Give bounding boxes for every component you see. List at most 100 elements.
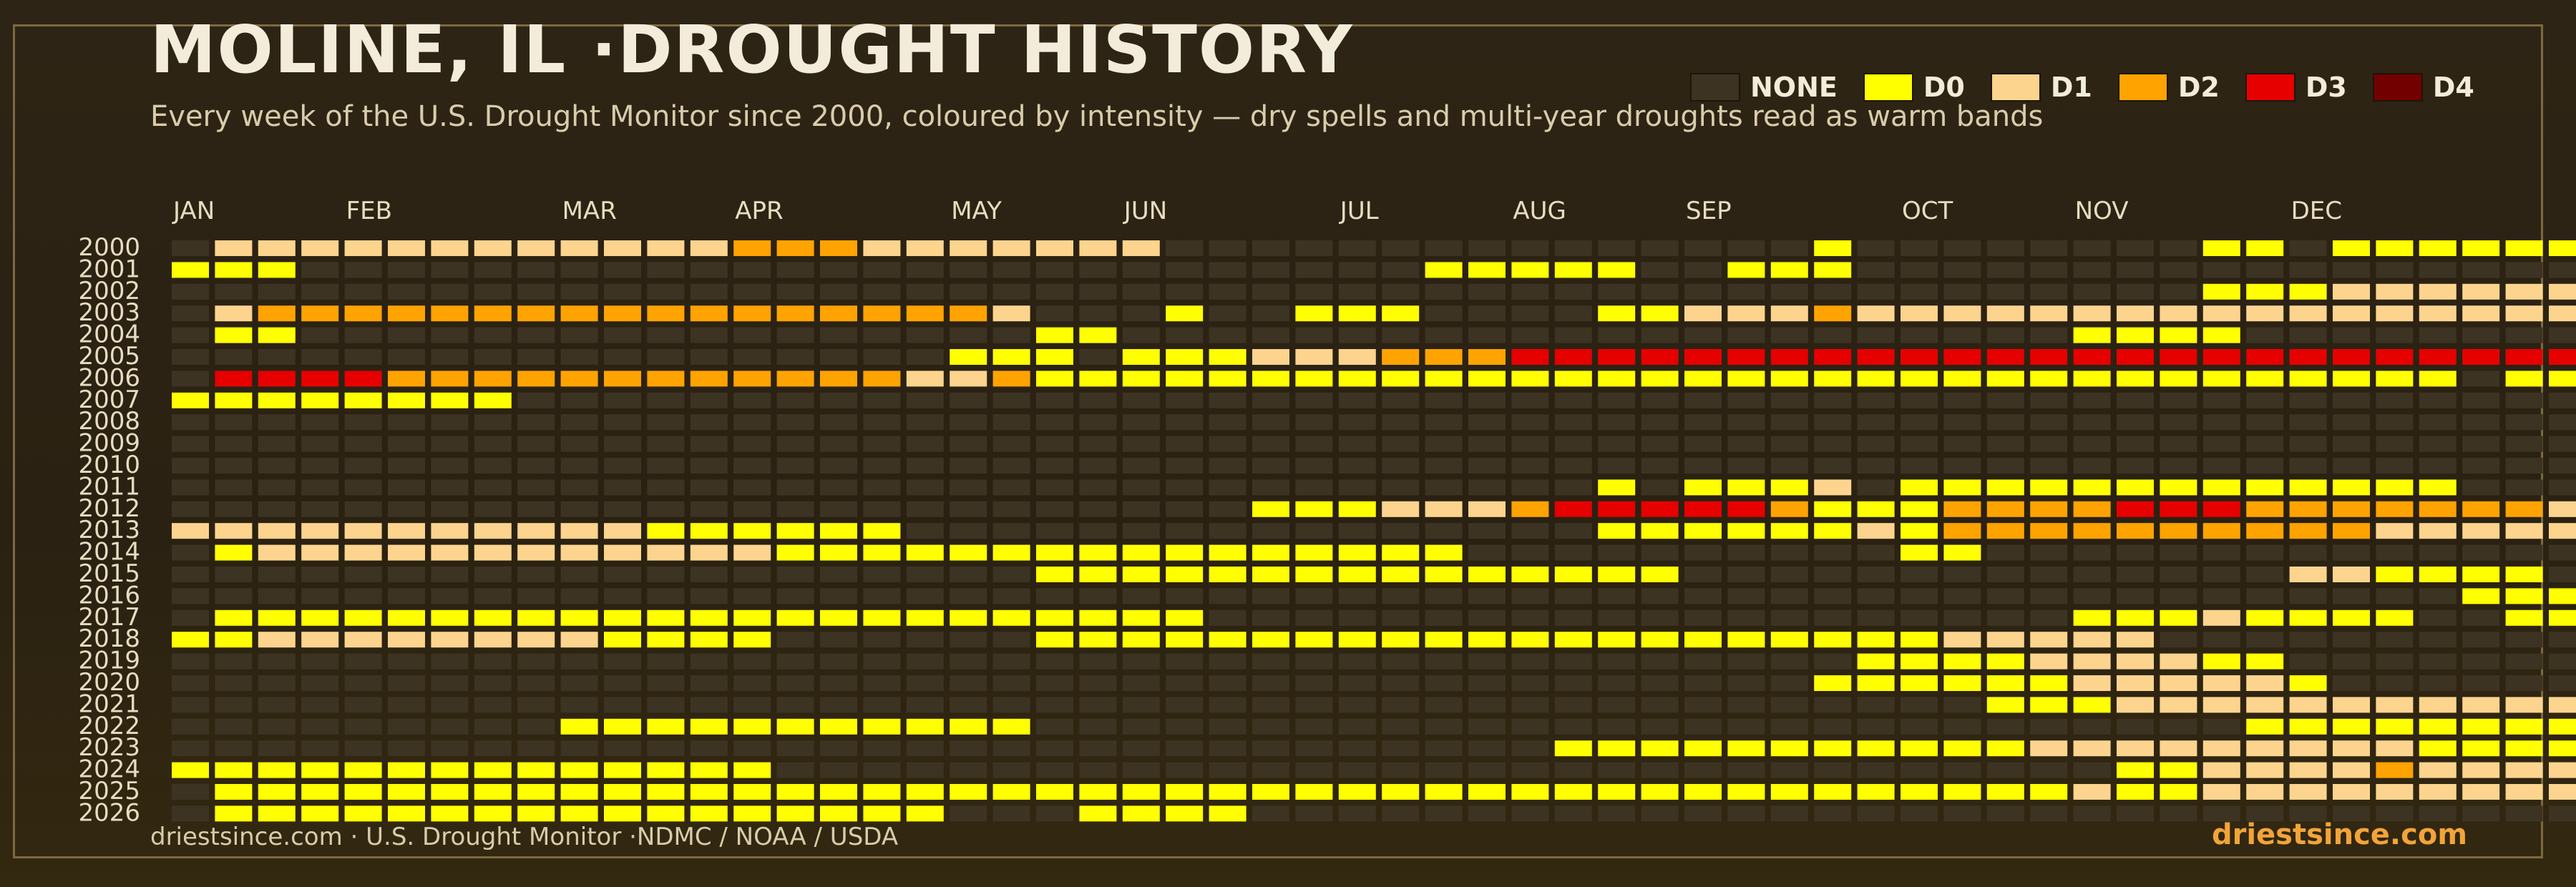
cell-2019-w53	[2419, 653, 2457, 670]
cell-2000-w13	[690, 240, 728, 256]
cell-2011-w2	[215, 479, 253, 496]
cell-2021-w42	[1943, 697, 1981, 713]
cell-2004-w8	[474, 327, 512, 343]
cell-2017-w51	[2333, 609, 2370, 626]
cell-2021-w1	[172, 697, 209, 713]
cell-2006-w22	[1079, 371, 1117, 387]
cell-2005-w35	[1641, 349, 1679, 365]
cell-2026-w8	[474, 805, 512, 822]
cell-2000-w5	[344, 240, 382, 256]
cell-2015-w33	[1554, 567, 1592, 582]
cell-2010-w56	[2549, 458, 2576, 474]
cell-2021-w47	[2160, 697, 2197, 713]
cell-2014-w36	[1684, 544, 1722, 561]
cell-2000-w28	[1338, 240, 1376, 256]
cell-2025-w50	[2289, 784, 2327, 800]
cell-2005-w26	[1252, 349, 1289, 365]
cell-2000-w40	[1857, 240, 1895, 256]
cell-2020-w33	[1554, 675, 1592, 691]
cell-2023-w44	[2030, 740, 2068, 757]
legend-swatch-d3	[2245, 73, 2296, 102]
cell-2019-w41	[1901, 653, 1938, 670]
year-label-2012: 2012	[78, 494, 140, 523]
cell-2014-w33	[1554, 544, 1592, 561]
cell-2025-w52	[2376, 784, 2414, 800]
brand-link[interactable]: driestsince.com	[2211, 818, 2467, 851]
cell-2015-w54	[2462, 567, 2500, 582]
cell-2024-w26	[1252, 762, 1289, 778]
cell-2006-w11	[604, 371, 641, 387]
cell-2015-w2	[215, 567, 253, 582]
cell-2023-w18	[906, 740, 944, 757]
cell-2002-w27	[1295, 283, 1333, 300]
cell-2018-w7	[431, 632, 469, 648]
cell-2018-w39	[1814, 632, 1852, 648]
cell-2019-w34	[1598, 653, 1636, 670]
cell-2007-w56	[2549, 392, 2576, 408]
cell-2020-w55	[2505, 675, 2543, 691]
cell-2010-w8	[474, 458, 512, 474]
cell-2017-w26	[1252, 609, 1289, 626]
cell-2017-w48	[2202, 609, 2240, 626]
cell-2025-w15	[776, 784, 814, 800]
cell-2015-w56	[2549, 567, 2576, 582]
cell-2020-w43	[1986, 675, 2024, 691]
cell-2024-w4	[301, 762, 339, 778]
cell-2016-w13	[690, 588, 728, 604]
cell-2000-w55	[2505, 240, 2543, 256]
cell-2012-w2	[215, 501, 253, 517]
cell-2019-w5	[344, 653, 382, 670]
cell-2025-w14	[733, 784, 771, 800]
cell-2010-w23	[1122, 458, 1160, 474]
cell-2020-w52	[2376, 675, 2414, 691]
cell-2024-w22	[1079, 762, 1117, 778]
cell-2014-w54	[2462, 544, 2500, 561]
cell-2025-w28	[1338, 784, 1376, 800]
cell-2010-w6	[388, 458, 425, 474]
cell-2010-w41	[1901, 458, 1938, 474]
cell-2003-w9	[517, 305, 555, 322]
cell-2006-w41	[1901, 371, 1938, 387]
cell-2015-w8	[474, 567, 512, 582]
cell-2000-w1	[172, 240, 209, 256]
cell-2012-w10	[560, 501, 598, 517]
cell-2003-w56	[2549, 305, 2576, 322]
cell-2003-w1	[172, 305, 209, 322]
cell-2008-w13	[690, 414, 728, 431]
cell-2003-w37	[1727, 305, 1765, 322]
year-label-2005: 2005	[78, 342, 140, 371]
cell-2021-w55	[2505, 697, 2543, 713]
cell-2004-w44	[2030, 327, 2068, 343]
cell-2019-w20	[992, 653, 1030, 670]
cell-2025-w2	[215, 784, 253, 800]
cell-2010-w1	[172, 458, 209, 474]
cell-2011-w11	[604, 479, 641, 496]
cell-2019-w6	[388, 653, 425, 670]
cell-2006-w10	[560, 371, 598, 387]
cell-2002-w10	[560, 283, 598, 300]
cell-2000-w12	[647, 240, 685, 256]
cell-2002-w15	[776, 283, 814, 300]
cell-2007-w43	[1986, 392, 2024, 408]
cell-2016-w34	[1598, 588, 1636, 604]
cell-2009-w48	[2202, 436, 2240, 452]
cell-2021-w24	[1166, 697, 1204, 713]
cell-2016-w19	[950, 588, 987, 604]
cell-2005-w16	[820, 349, 857, 365]
legend: NONE D0 D1 D2 D3 D4	[1690, 67, 2500, 107]
year-label-2022: 2022	[78, 712, 140, 740]
cell-2016-w38	[1770, 588, 1808, 604]
cell-2017-w7	[431, 609, 469, 626]
cell-2005-w39	[1814, 349, 1852, 365]
cell-2022-w45	[2073, 718, 2111, 735]
cell-2020-w9	[517, 675, 555, 691]
cell-2018-w51	[2333, 632, 2370, 648]
cell-2023-w49	[2246, 740, 2284, 757]
cell-2003-w21	[1036, 305, 1073, 322]
cell-2023-w6	[388, 740, 425, 757]
cell-2006-w4	[301, 371, 339, 387]
cell-2011-w32	[1511, 479, 1549, 496]
cell-2006-w15	[776, 371, 814, 387]
cell-2001-w4	[301, 262, 339, 278]
cell-2016-w10	[560, 588, 598, 604]
